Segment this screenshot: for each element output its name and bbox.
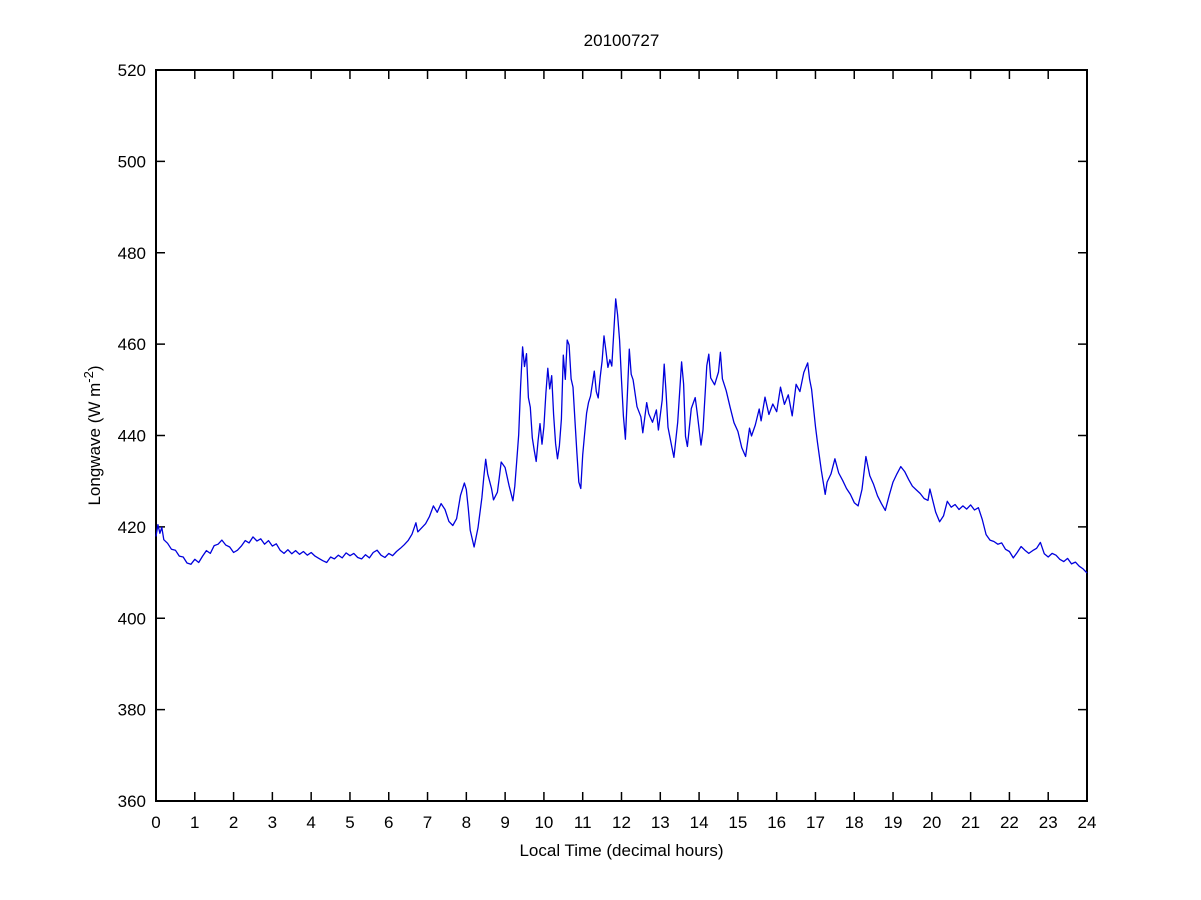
x-tick-label: 1	[190, 813, 199, 832]
y-tick-label: 440	[118, 427, 146, 446]
x-tick-label: 14	[690, 813, 709, 832]
x-tick-label: 11	[574, 813, 592, 832]
y-axis-label: Longwave (W m-2)	[81, 365, 104, 505]
y-tick-label: 500	[118, 152, 146, 171]
x-tick-label: 7	[423, 813, 432, 832]
x-tick-label: 16	[767, 813, 786, 832]
y-tick-label: 460	[118, 335, 146, 354]
x-tick-label: 22	[1000, 813, 1019, 832]
x-tick-label: 10	[534, 813, 553, 832]
x-tick-label: 20	[922, 813, 941, 832]
y-tick-label: 400	[118, 609, 146, 628]
x-tick-label: 24	[1078, 813, 1097, 832]
x-tick-label: 8	[462, 813, 471, 832]
x-tick-label: 13	[651, 813, 670, 832]
x-tick-label: 9	[500, 813, 509, 832]
x-tick-label: 23	[1039, 813, 1058, 832]
x-axis-label: Local Time (decimal hours)	[519, 841, 724, 860]
tick-marks	[155, 69, 1088, 802]
y-tick-label: 360	[118, 792, 146, 811]
y-tick-label: 420	[118, 518, 146, 537]
x-tick-label: 3	[268, 813, 277, 832]
axis-box	[155, 69, 1088, 802]
y-tick-label: 380	[118, 701, 146, 720]
x-tick-label: 6	[384, 813, 393, 832]
x-tick-label: 12	[612, 813, 631, 832]
x-tick-label: 21	[961, 813, 980, 832]
x-tick-label: 0	[151, 813, 160, 832]
tick-labels: 0 1 2 3 4 5 6 7 8 9 10 11 12 13 14 15 16 17 18 19 20 21 22 23 24…	[118, 61, 1097, 832]
x-tick-label: 19	[884, 813, 903, 832]
x-tick-label: 18	[845, 813, 864, 832]
x-tick-label: 5	[345, 813, 354, 832]
y-tick-label: 520	[118, 61, 146, 80]
y-tick-label: 480	[118, 244, 146, 263]
x-tick-label: 15	[728, 813, 747, 832]
data-line-longwave	[155, 298, 1088, 574]
x-tick-label: 17	[806, 813, 825, 832]
x-tick-label: 4	[306, 813, 315, 832]
chart-title: 20100727	[583, 31, 660, 50]
x-tick-label: 2	[229, 813, 238, 832]
